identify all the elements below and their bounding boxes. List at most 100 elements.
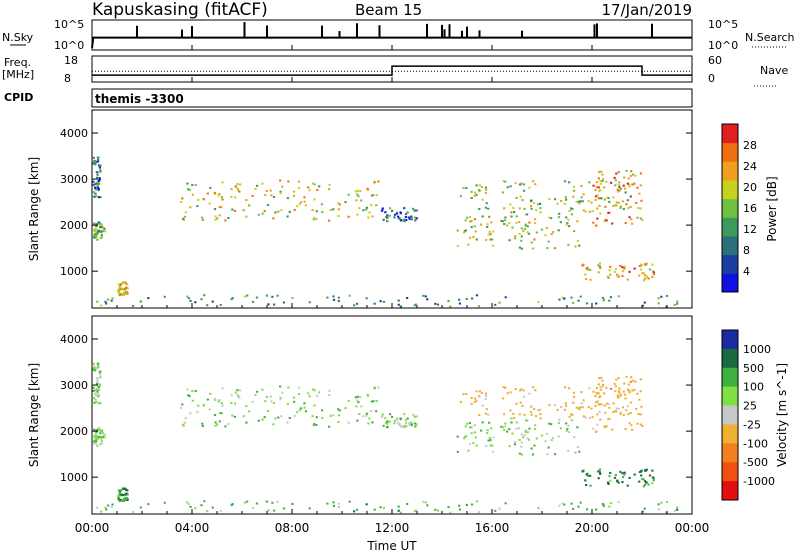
power-cell [475, 294, 479, 297]
power-cell [277, 210, 280, 213]
velocity-colorbar-swatch [722, 462, 738, 482]
power-cell [589, 268, 592, 271]
power-cell [518, 232, 521, 235]
velocity-cell [100, 429, 104, 432]
velocity-cell [601, 379, 604, 382]
power-colorbar-tick-label: 4 [743, 265, 750, 278]
frequency-trace [92, 65, 692, 76]
power-cell [631, 222, 634, 225]
velocity-cell [93, 428, 96, 431]
power-cell [94, 186, 97, 189]
power-cell [117, 292, 120, 295]
power-colorbar-swatch [722, 254, 738, 274]
power-cell [597, 271, 600, 274]
velocity-cell [94, 367, 97, 370]
velocity-cell [480, 391, 483, 394]
velocity-cell [99, 432, 102, 435]
power-cell [647, 277, 650, 280]
velocity-cell [186, 501, 189, 504]
power-cell [501, 191, 505, 194]
velocity-cell [356, 395, 360, 398]
power-cell [522, 183, 525, 186]
velocity-cell [513, 417, 516, 420]
power-cell [96, 183, 99, 186]
power-cell [97, 182, 101, 185]
power-cell [533, 238, 536, 241]
power-cell [254, 187, 257, 190]
velocity-cell [537, 409, 540, 412]
velocity-cell [122, 499, 125, 502]
nave-tick-bottom: 0 [708, 72, 715, 85]
velocity-cell [117, 489, 120, 492]
power-cell [598, 197, 602, 200]
velocity-cell [434, 508, 437, 511]
power-cell [206, 192, 209, 195]
velocity-cell [230, 394, 233, 397]
velocity-cell [382, 424, 385, 427]
power-cell [102, 230, 105, 233]
power-colorbar-swatch [722, 180, 738, 200]
power-cell [196, 205, 199, 208]
power-cell [491, 238, 494, 241]
power-cell [500, 219, 503, 222]
velocity-cell [548, 404, 551, 407]
power-cell [189, 299, 192, 302]
velocity-cell [370, 410, 373, 413]
power-cell [618, 189, 621, 192]
velocity-cell [93, 442, 96, 445]
power-cell [405, 219, 408, 222]
velocity-cell [96, 386, 99, 389]
velocity-cell [458, 504, 461, 507]
power-cell [571, 207, 574, 210]
power-cell [623, 265, 626, 268]
velocity-cell [370, 400, 374, 403]
velocity-cell [219, 509, 222, 512]
xtick-label: 00:00 [75, 521, 110, 535]
power-cell [424, 295, 427, 298]
power-cell [468, 216, 472, 219]
power-cell [407, 216, 410, 219]
power-cell [381, 207, 384, 210]
power-cell [371, 215, 374, 218]
power-cell [615, 172, 618, 175]
power-cell [94, 192, 97, 195]
power-cell [97, 196, 100, 199]
velocity-cell [353, 510, 356, 513]
velocity-cell [337, 502, 340, 505]
velocity-cell [96, 379, 99, 382]
velocity-cell [640, 405, 643, 408]
velocity-cell [504, 386, 507, 389]
velocity-cell [93, 436, 96, 439]
velocity-cell [328, 425, 331, 428]
power-cell [214, 215, 217, 218]
power-cell [197, 198, 200, 201]
velocity-cell [563, 408, 567, 411]
velocity-cell [645, 468, 648, 471]
power-cell [449, 305, 452, 308]
velocity-cell [648, 474, 652, 477]
power-cell [531, 247, 535, 250]
power-cell [304, 204, 307, 207]
power-cell [293, 208, 296, 211]
freq-label: Freq. [4, 56, 31, 69]
velocity-cell [602, 504, 605, 507]
velocity-cell [557, 422, 560, 425]
velocity-cell [614, 409, 617, 412]
velocity-cell [522, 395, 526, 398]
power-cell [245, 215, 248, 218]
power-cell [619, 206, 622, 209]
velocity-cell [582, 415, 585, 418]
velocity-cell [332, 501, 335, 504]
power-cell [635, 201, 638, 204]
velocity-cell [124, 498, 127, 501]
power-cell [386, 220, 389, 223]
power-cell [187, 188, 190, 191]
power-cell [99, 164, 102, 167]
power-cell [603, 198, 606, 201]
power-cell [523, 227, 527, 230]
power-cell [582, 263, 585, 266]
velocity-cell [491, 450, 495, 453]
power-cell [96, 173, 99, 176]
power-cell [362, 209, 365, 212]
power-cell [479, 223, 483, 226]
